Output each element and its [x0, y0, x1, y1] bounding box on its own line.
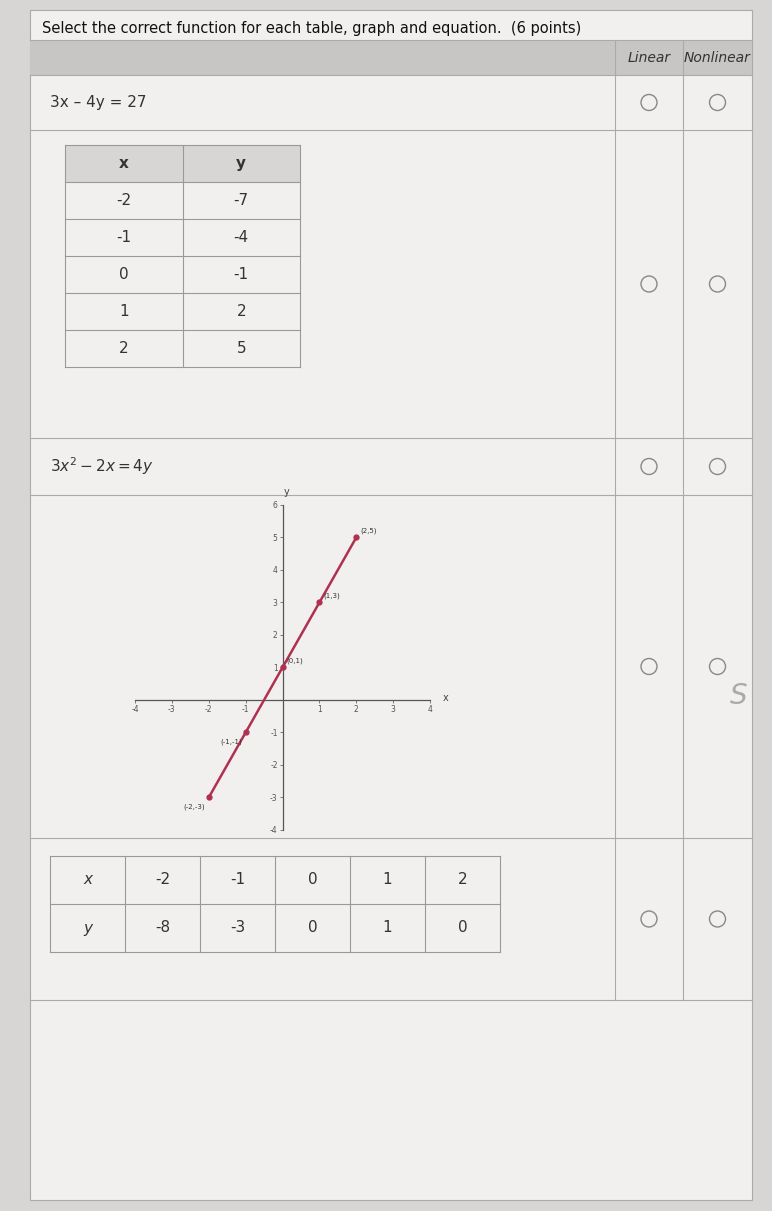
Text: 3x – 4y = 27: 3x – 4y = 27: [50, 94, 147, 110]
Circle shape: [641, 94, 657, 110]
Text: Linear: Linear: [628, 51, 671, 64]
Text: S: S: [730, 683, 747, 711]
Text: Select the correct function for each table, graph and equation.  (6 points): Select the correct function for each tab…: [42, 21, 581, 35]
Text: -3: -3: [230, 920, 245, 936]
Text: -1: -1: [230, 872, 245, 888]
Text: -1: -1: [234, 266, 249, 282]
Circle shape: [641, 459, 657, 475]
FancyBboxPatch shape: [30, 10, 752, 1200]
Text: 0: 0: [308, 920, 317, 936]
Text: -4: -4: [234, 230, 249, 245]
Text: -2: -2: [155, 872, 170, 888]
Text: -8: -8: [155, 920, 170, 936]
Text: 5: 5: [236, 342, 246, 356]
Text: (2,5): (2,5): [360, 528, 377, 534]
Circle shape: [709, 659, 726, 675]
Text: x: x: [83, 872, 92, 888]
Text: 0: 0: [458, 920, 467, 936]
Text: x: x: [443, 694, 449, 704]
Text: 1: 1: [383, 920, 392, 936]
Text: 2: 2: [119, 342, 129, 356]
Text: 2: 2: [458, 872, 467, 888]
Text: 1: 1: [119, 304, 129, 318]
Circle shape: [709, 276, 726, 292]
Text: -1: -1: [117, 230, 131, 245]
Text: (-1,-1): (-1,-1): [220, 739, 242, 746]
Circle shape: [709, 94, 726, 110]
Text: 1: 1: [383, 872, 392, 888]
FancyBboxPatch shape: [65, 145, 300, 182]
Text: -2: -2: [117, 193, 131, 208]
Circle shape: [641, 276, 657, 292]
Circle shape: [641, 659, 657, 675]
Circle shape: [641, 911, 657, 926]
Text: 0: 0: [308, 872, 317, 888]
Text: Nonlinear: Nonlinear: [684, 51, 751, 64]
Text: y: y: [83, 920, 92, 936]
Text: x: x: [119, 156, 129, 171]
Text: (0,1): (0,1): [286, 658, 303, 665]
FancyBboxPatch shape: [30, 40, 752, 75]
Text: -7: -7: [234, 193, 249, 208]
Circle shape: [709, 459, 726, 475]
Circle shape: [709, 911, 726, 926]
Text: (-2,-3): (-2,-3): [184, 804, 205, 810]
Text: (1,3): (1,3): [323, 592, 340, 599]
Text: y: y: [283, 487, 289, 498]
Text: 0: 0: [119, 266, 129, 282]
Text: $3x^2 - 2x = 4y$: $3x^2 - 2x = 4y$: [50, 455, 154, 477]
Text: y: y: [236, 156, 246, 171]
Text: 2: 2: [236, 304, 246, 318]
